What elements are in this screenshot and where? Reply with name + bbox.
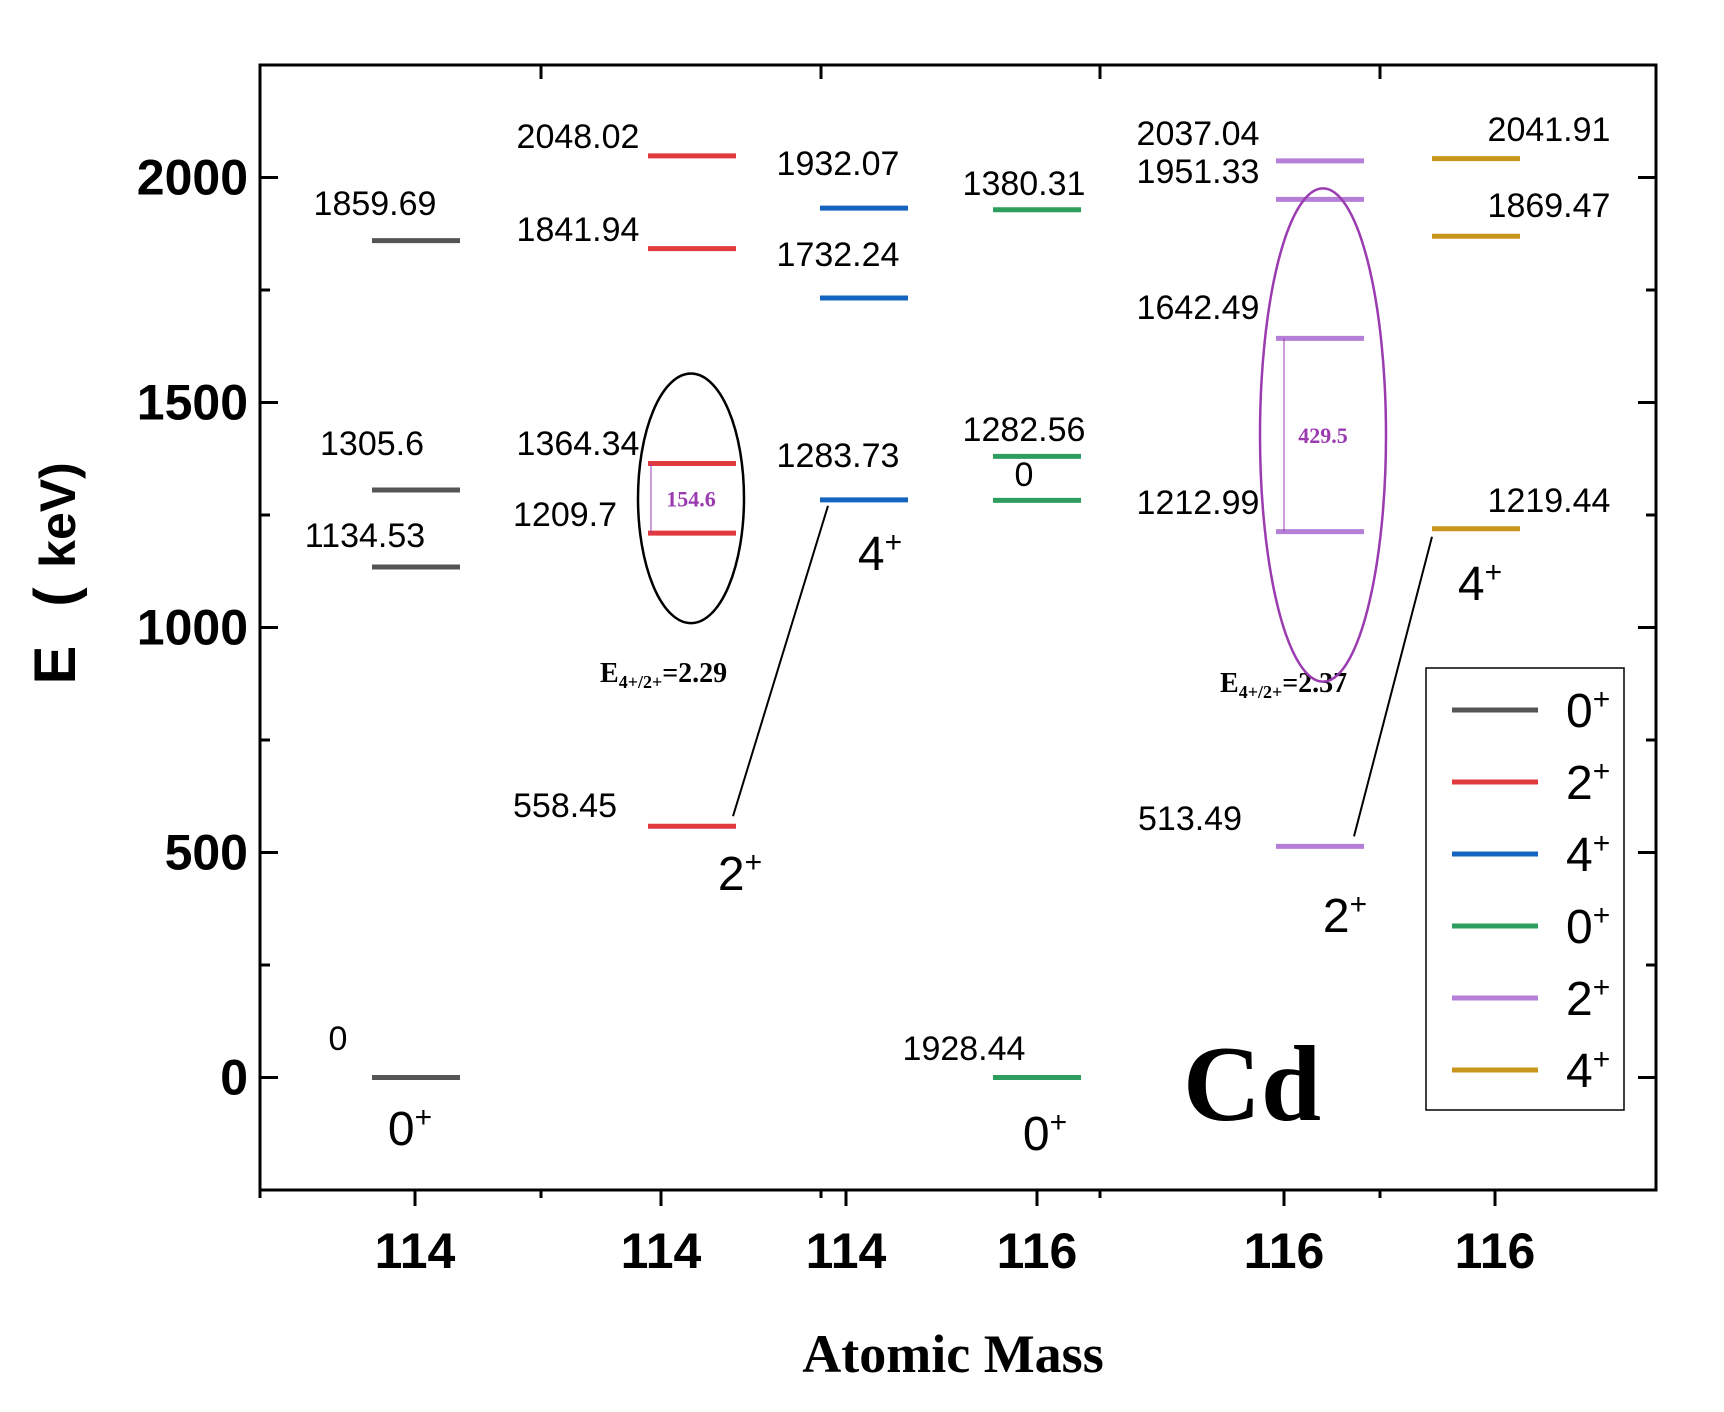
energy-levels: 0 1134.53 1305.6 1859.69 558.45 1209.7 1364.34… bbox=[305, 111, 1611, 1080]
legend-label: 4+ bbox=[1566, 827, 1610, 882]
legend: 0+ 2+ 4+ 0+ 2+ 4+ bbox=[1425, 667, 1625, 1111]
level-label: 1305.6 bbox=[320, 425, 424, 463]
element-label: Cd bbox=[1183, 1025, 1321, 1144]
x-tick-label: 116 bbox=[1244, 1223, 1325, 1279]
level-label: 1212.99 bbox=[1137, 484, 1260, 522]
svg-text:E: E bbox=[23, 646, 88, 685]
gap-value: 429.5 bbox=[1298, 423, 1348, 448]
level-label: 1951.33 bbox=[1137, 153, 1260, 191]
ratio-connector bbox=[732, 505, 829, 817]
level-label: 1282.56 bbox=[963, 411, 1086, 449]
level-label: 1209.7 bbox=[513, 496, 617, 534]
level-label: 1364.34 bbox=[517, 425, 640, 463]
level-label: 1928.44 bbox=[903, 1030, 1026, 1068]
x-tick-label: 116 bbox=[1455, 1223, 1536, 1279]
ratio-connector bbox=[1353, 536, 1433, 837]
level-label: 513.49 bbox=[1138, 800, 1242, 838]
level-label: 1283.73 bbox=[777, 437, 900, 475]
legend-label: 0+ bbox=[1566, 899, 1610, 954]
band-spin-label: 2+ bbox=[1323, 888, 1367, 943]
x-axis-title: Atomic Mass bbox=[802, 1324, 1103, 1384]
level-label: 2048.02 bbox=[517, 118, 640, 156]
band-spin-label: 4+ bbox=[858, 526, 902, 581]
legend-box bbox=[1425, 667, 1625, 1111]
level-label: 1859.69 bbox=[314, 185, 437, 223]
x-tick-label: 116 bbox=[997, 1223, 1078, 1279]
annotations: 0+ 2+ 4+ 0+ 2+ 4+ E4+/2+=2.29 E4+/2+=2.37 154.6 4… bbox=[388, 187, 1502, 1161]
axes: 0 500 1000 1500 2000 114 114 114 116 116 116 bbox=[137, 63, 1658, 1279]
level-label: 0 bbox=[1015, 456, 1034, 494]
level-label: 2037.04 bbox=[1137, 115, 1260, 153]
legend-label: 0+ bbox=[1566, 683, 1610, 738]
ratio-annotation: E4+/2+=2.37 bbox=[1220, 668, 1347, 702]
band-spin-label: 4+ bbox=[1458, 556, 1502, 611]
level-label: 1380.31 bbox=[963, 165, 1086, 203]
y-tick-label: 2000 bbox=[137, 150, 248, 206]
x-tick-label: 114 bbox=[375, 1223, 456, 1279]
level-label: 1219.44 bbox=[1488, 482, 1611, 520]
level-column-5: 1219.44 1869.47 2041.91 bbox=[1432, 111, 1611, 532]
band-spin-label: 2+ bbox=[718, 846, 762, 901]
gap-ellipse bbox=[636, 372, 746, 625]
svg-text:(: ( bbox=[23, 587, 88, 607]
level-column-2: 1283.73 1732.24 1932.07 bbox=[777, 145, 908, 503]
legend-label: 2+ bbox=[1566, 755, 1610, 810]
y-tick-label: 1000 bbox=[137, 600, 248, 656]
x-tick-label: 114 bbox=[806, 1223, 887, 1279]
ratio-annotation: E4+/2+=2.29 bbox=[600, 658, 727, 692]
level-label: 1134.53 bbox=[305, 517, 425, 555]
level-label: 0 bbox=[329, 1020, 348, 1058]
legend-label: 4+ bbox=[1566, 1043, 1610, 1098]
level-label: 1732.24 bbox=[777, 236, 900, 274]
y-tick-label: 1500 bbox=[137, 375, 248, 431]
level-column-1: 558.45 1209.7 1364.34 1841.94 2048.02 bbox=[513, 118, 736, 829]
gap-ellipse bbox=[1258, 187, 1388, 683]
level-label: 1932.07 bbox=[777, 145, 900, 183]
y-axis-title: E ( keV) bbox=[23, 462, 88, 684]
y-tick-label: 500 bbox=[165, 825, 248, 881]
y-tick-label: 0 bbox=[220, 1050, 248, 1106]
level-column-3: 0 1282.56 1380.31 1928.44 bbox=[903, 165, 1086, 1080]
level-column-0: 0 1134.53 1305.6 1859.69 bbox=[305, 185, 460, 1080]
level-label: 1841.94 bbox=[517, 211, 640, 249]
band-spin-label: 0+ bbox=[1023, 1106, 1067, 1161]
svg-text:keV): keV) bbox=[30, 462, 86, 568]
level-label: 558.45 bbox=[513, 787, 617, 825]
gap-value: 154.6 bbox=[666, 486, 716, 511]
level-label: 1642.49 bbox=[1137, 289, 1260, 327]
x-tick-label: 114 bbox=[621, 1223, 702, 1279]
legend-label: 2+ bbox=[1566, 971, 1610, 1026]
level-label: 1869.47 bbox=[1488, 187, 1611, 225]
level-label: 2041.91 bbox=[1488, 111, 1611, 149]
band-spin-label: 0+ bbox=[388, 1101, 432, 1156]
